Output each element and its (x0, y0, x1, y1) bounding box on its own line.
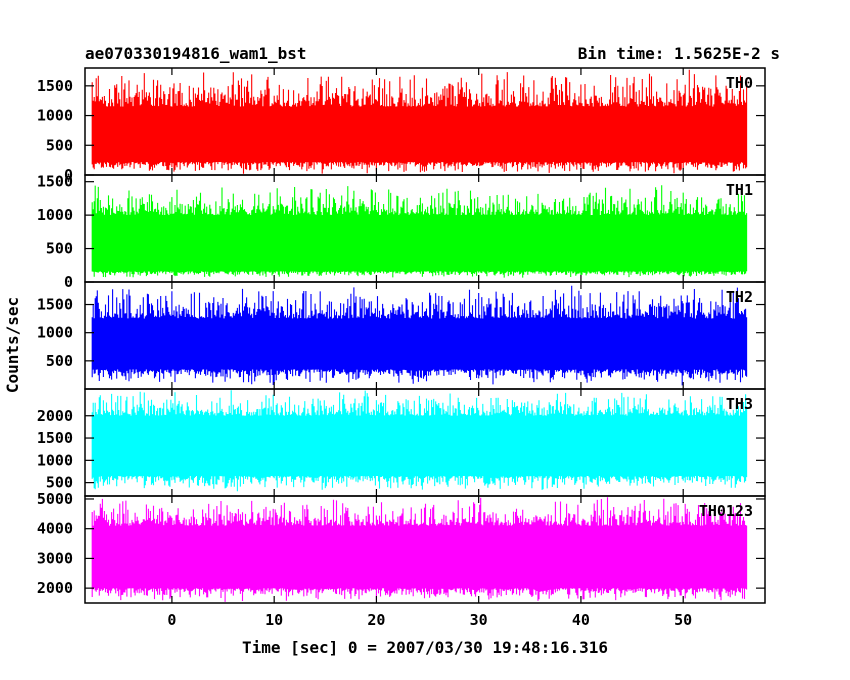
y-tick-label: 1000 (37, 451, 73, 469)
panel-th0: 0 500 1000 1500 TH0 (37, 67, 766, 184)
x-tick-label: 40 (572, 611, 590, 629)
y-tick-label: 2000 (37, 407, 73, 425)
y-tick-label: 5000 (37, 490, 73, 508)
y-axis-title: Counts/sec (3, 297, 22, 393)
series-trace-th1 (91, 185, 748, 278)
panel-label-th3: TH3 (726, 395, 753, 413)
panel-th2: 500 1000 1500 TH2 (37, 281, 766, 390)
y-tick-label: 0 (64, 273, 73, 291)
panel-label-th2: TH2 (726, 288, 753, 306)
panel-label-th0: TH0 (726, 74, 753, 92)
panel-label-th1: TH1 (726, 181, 753, 199)
chart-title-left: ae070330194816_wam1_bst (85, 44, 307, 63)
y-tick-label: 500 (46, 474, 73, 492)
y-tick-label: 1500 (37, 429, 73, 447)
y-tick-label: 2000 (37, 579, 73, 597)
x-axis-ticks: 0 10 20 30 40 50 (167, 611, 692, 629)
y-tick-label: 1000 (37, 324, 73, 342)
series-trace-th2 (91, 285, 748, 386)
y-tick-label: 4000 (37, 520, 73, 538)
y-tick-label: 500 (46, 240, 73, 258)
y-tick-label: 1500 (37, 77, 73, 95)
x-axis-title: Time [sec] 0 = 2007/03/30 19:48:16.316 (242, 638, 608, 657)
panel-th3: 500 1000 1500 2000 TH3 (37, 388, 766, 497)
series-trace-th0123 (91, 497, 748, 602)
x-tick-label: 30 (470, 611, 488, 629)
y-tick-label: 1500 (37, 173, 73, 191)
x-tick-label: 20 (367, 611, 385, 629)
panel-th0123: 2000 3000 4000 5000 TH0123 (37, 490, 766, 604)
panel-label-th0123: TH0123 (699, 502, 753, 520)
y-tick-label: 1500 (37, 296, 73, 314)
y-tick-label: 1000 (37, 107, 73, 125)
y-tick-label: 3000 (37, 549, 73, 567)
series-trace-th0 (91, 69, 748, 174)
x-tick-label: 0 (167, 611, 176, 629)
panels-group: 0 500 1000 1500 TH0 0 500 1000 1500 TH1 500 1000 150… (37, 67, 766, 604)
y-tick-label: 0 (64, 166, 73, 184)
x-tick-label: 50 (674, 611, 692, 629)
series-trace-th3 (91, 390, 748, 492)
y-tick-label: 500 (46, 136, 73, 154)
y-tick-label: 500 (46, 352, 73, 370)
y-tick-label: 1000 (37, 206, 73, 224)
panel-th1: 0 500 1000 1500 TH1 (37, 173, 766, 291)
panel-frame (84, 495, 766, 604)
chart-title-right: Bin time: 1.5625E-2 s (578, 44, 780, 63)
x-tick-label: 10 (265, 611, 283, 629)
